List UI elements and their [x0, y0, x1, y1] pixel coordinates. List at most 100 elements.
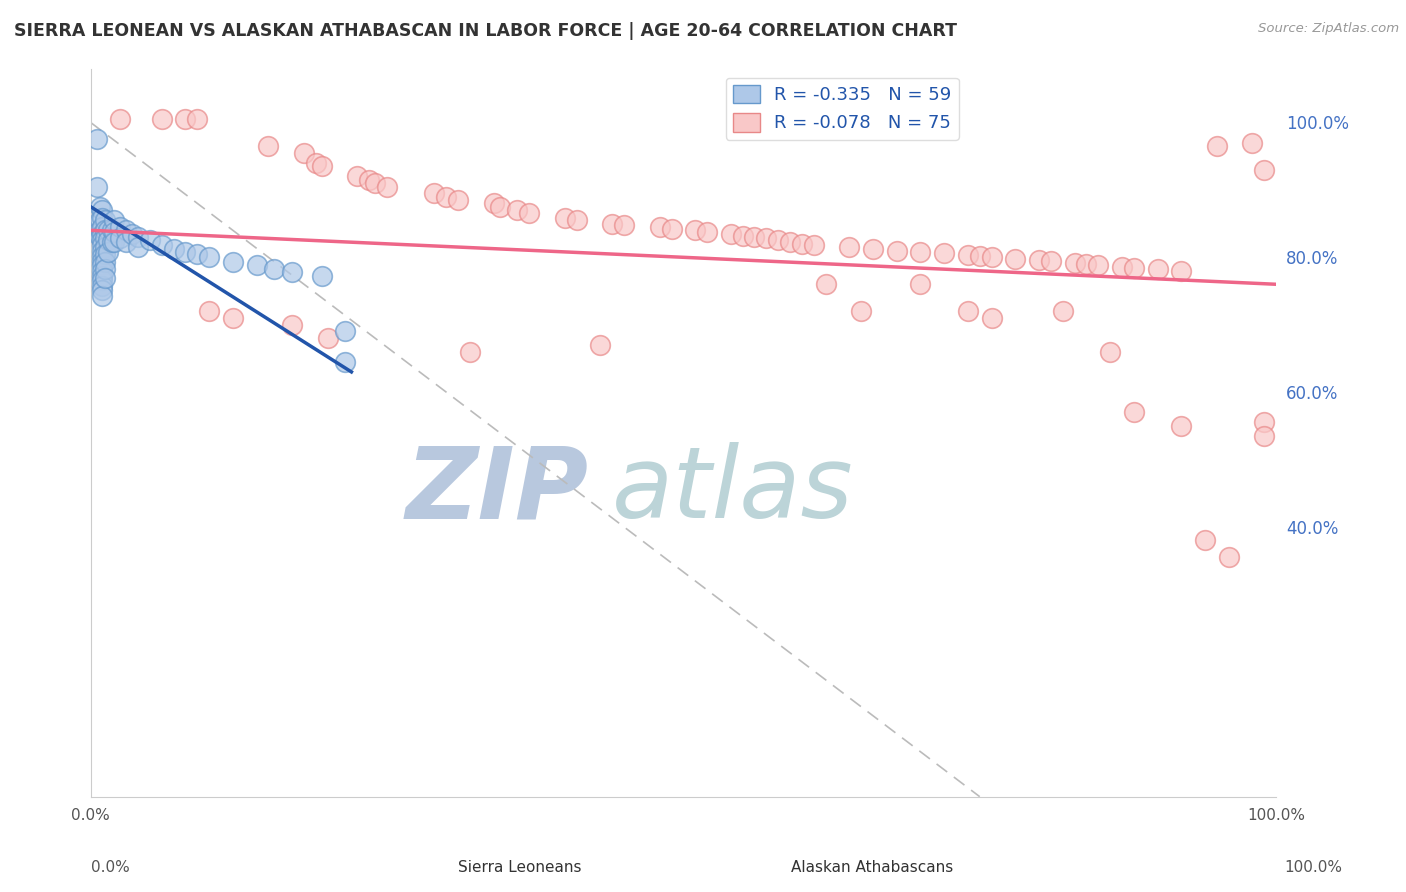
- Point: [434, 189, 457, 203]
- Point: [1253, 162, 1275, 177]
- Text: atlas: atlas: [612, 442, 853, 540]
- Point: [1194, 533, 1216, 548]
- Point: [683, 223, 706, 237]
- Point: [1253, 429, 1275, 443]
- Point: [335, 325, 357, 339]
- Point: [222, 310, 245, 325]
- Point: [281, 265, 304, 279]
- Point: [1076, 257, 1098, 271]
- Point: [94, 255, 117, 269]
- Point: [91, 283, 114, 297]
- Point: [311, 269, 333, 284]
- Point: [720, 227, 742, 241]
- Point: [506, 203, 529, 218]
- Point: [91, 211, 114, 226]
- Point: [910, 277, 932, 292]
- Point: [91, 273, 114, 287]
- Point: [91, 264, 114, 278]
- Point: [744, 230, 766, 244]
- Point: [1063, 256, 1085, 270]
- Text: 100.0%: 100.0%: [1285, 861, 1343, 875]
- Point: [779, 235, 801, 250]
- Point: [1122, 261, 1144, 276]
- Point: [346, 169, 368, 184]
- Point: [589, 338, 612, 352]
- Point: [94, 223, 117, 237]
- Point: [517, 206, 540, 220]
- Point: [311, 159, 333, 173]
- Point: [1039, 254, 1062, 268]
- Text: Alaskan Athabascans: Alaskan Athabascans: [790, 861, 953, 875]
- Point: [110, 219, 132, 234]
- Point: [263, 261, 285, 276]
- Point: [198, 250, 221, 264]
- Point: [110, 112, 132, 127]
- Point: [89, 200, 111, 214]
- Point: [121, 227, 143, 241]
- Point: [101, 223, 124, 237]
- Point: [94, 240, 117, 254]
- Point: [766, 234, 789, 248]
- Point: [101, 235, 124, 250]
- Point: [115, 223, 138, 237]
- Point: [89, 223, 111, 237]
- Point: [755, 231, 778, 245]
- Point: [554, 211, 576, 226]
- Point: [731, 228, 754, 243]
- Point: [1205, 139, 1227, 153]
- Point: [956, 247, 979, 261]
- Point: [91, 227, 114, 241]
- Point: [245, 259, 267, 273]
- Point: [115, 235, 138, 250]
- Point: [103, 235, 125, 250]
- Point: [565, 213, 588, 227]
- Point: [91, 259, 114, 273]
- Point: [1146, 262, 1168, 277]
- Point: [110, 231, 132, 245]
- Point: [648, 219, 671, 234]
- Point: [91, 238, 114, 252]
- Point: [851, 304, 873, 318]
- Point: [886, 244, 908, 258]
- Point: [91, 289, 114, 303]
- Legend: R = -0.335   N = 59, R = -0.078   N = 75: R = -0.335 N = 59, R = -0.078 N = 75: [725, 78, 959, 140]
- Text: Sierra Leoneans: Sierra Leoneans: [458, 861, 582, 875]
- Point: [86, 132, 108, 146]
- Point: [94, 270, 117, 285]
- Point: [281, 318, 304, 332]
- Point: [97, 234, 120, 248]
- Point: [1099, 344, 1122, 359]
- Point: [364, 176, 387, 190]
- Point: [103, 213, 125, 227]
- Point: [814, 277, 837, 292]
- Point: [91, 234, 114, 248]
- Point: [97, 223, 120, 237]
- Point: [186, 112, 208, 127]
- Point: [127, 240, 149, 254]
- Point: [174, 244, 197, 259]
- Point: [89, 230, 111, 244]
- Point: [127, 230, 149, 244]
- Point: [91, 219, 114, 234]
- Point: [150, 112, 173, 127]
- Text: Source: ZipAtlas.com: Source: ZipAtlas.com: [1258, 22, 1399, 36]
- Point: [956, 304, 979, 318]
- Point: [1253, 416, 1275, 430]
- Point: [97, 244, 120, 259]
- Point: [162, 242, 184, 256]
- Point: [94, 247, 117, 261]
- Point: [139, 234, 162, 248]
- Point: [91, 244, 114, 258]
- Point: [1052, 304, 1074, 318]
- Point: [790, 236, 813, 251]
- Point: [94, 231, 117, 245]
- Point: [613, 218, 636, 232]
- Point: [89, 213, 111, 227]
- Point: [1170, 264, 1192, 278]
- Point: [1111, 260, 1133, 274]
- Point: [335, 355, 357, 369]
- Point: [482, 196, 505, 211]
- Point: [257, 139, 280, 153]
- Point: [1122, 405, 1144, 419]
- Point: [150, 238, 173, 252]
